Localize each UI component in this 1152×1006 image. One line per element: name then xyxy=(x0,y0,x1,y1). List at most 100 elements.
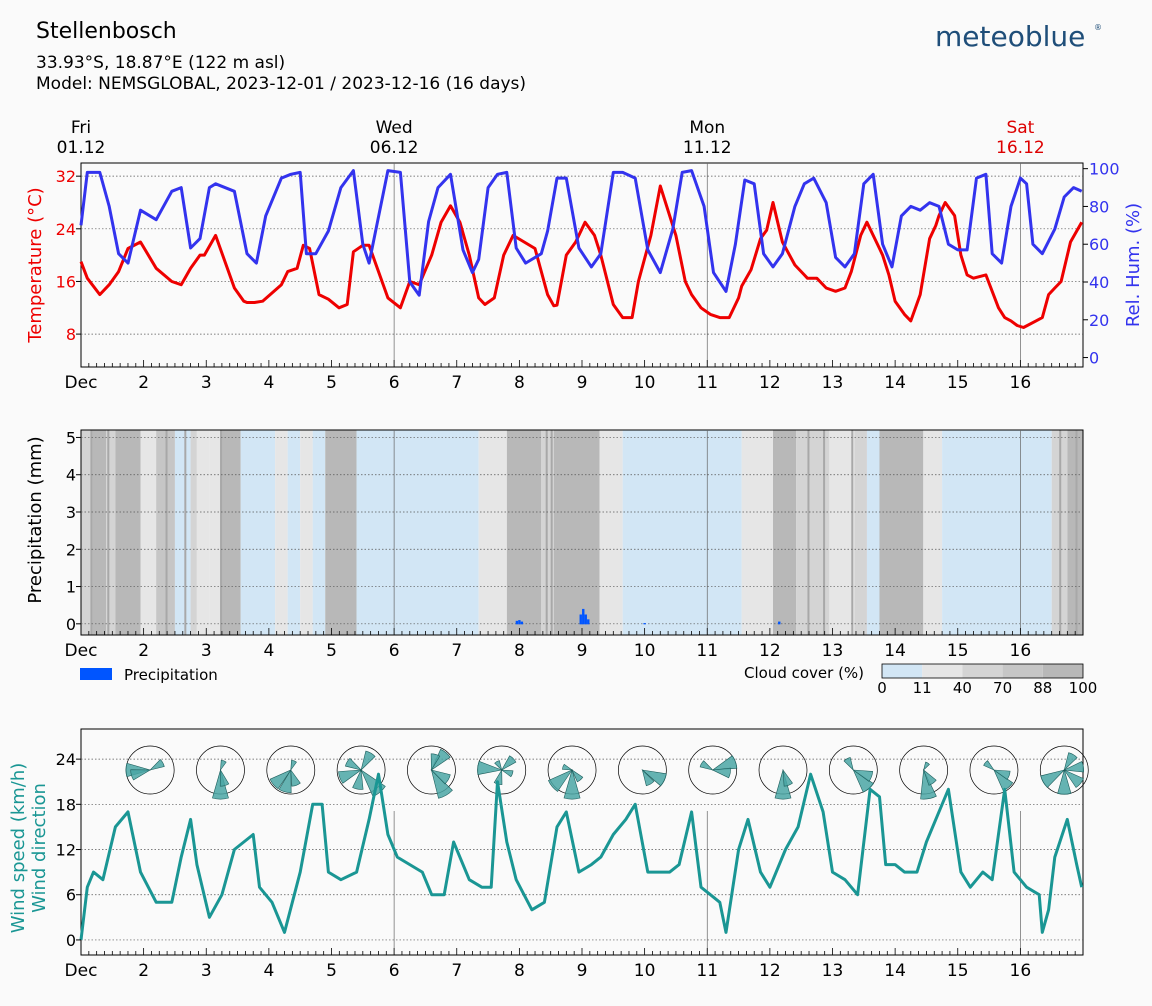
panel2-week-lines xyxy=(393,430,1021,635)
humidity-axis-ticks: 0 20 40 60 80 100 xyxy=(1083,160,1120,368)
cloud-cover-band xyxy=(478,430,507,635)
panel3-frame xyxy=(80,728,1084,956)
left-tick-label: 4 xyxy=(66,466,76,485)
humidity-series-line xyxy=(79,169,1083,297)
wind-rose-circle xyxy=(407,745,456,795)
left-tick-label: 16 xyxy=(56,272,76,291)
wind-rose-petal xyxy=(220,759,227,772)
wind-rose-petal xyxy=(338,769,363,784)
wind-rose-petal xyxy=(992,769,1011,780)
left-tick-label: 24 xyxy=(56,220,76,239)
wind-rose-petal xyxy=(1040,769,1066,788)
precipitation-legend-label: Precipitation xyxy=(124,666,218,684)
cloud-cover-band xyxy=(287,430,301,635)
cloud-cover-legend-label: Cloud cover (%) xyxy=(744,664,864,682)
wind-rose-petal xyxy=(430,753,441,772)
wind-rose-petal xyxy=(983,760,995,771)
cloud-cover-band xyxy=(240,430,276,635)
cloud-legend-tick-label: 0 xyxy=(877,679,887,697)
x-tick-label: 7 xyxy=(451,373,462,393)
cloud-cover-streak xyxy=(107,430,110,635)
right-tick-label: 60 xyxy=(1089,235,1109,254)
panel1-x-ticks: Dec 2 3 4 5 6 7 8 9 10 11 12 13 14 15 16 xyxy=(65,360,1084,393)
precipitation-bar xyxy=(643,623,646,625)
left-tick-label: 2 xyxy=(66,540,76,559)
cloud-cover-band xyxy=(115,430,141,635)
left-tick-label: 8 xyxy=(66,325,76,344)
x-tick-label: 8 xyxy=(514,641,525,661)
wind-rose-circle xyxy=(688,745,738,795)
cloud-cover-band xyxy=(312,430,326,635)
wind-rose-petal xyxy=(571,769,584,783)
cloud-cover-legend-scale: 0 11 40 70 88 100 xyxy=(877,663,1097,697)
left-tick-label: 24 xyxy=(56,750,76,769)
cloud-cover-band xyxy=(599,430,623,635)
day-marker-weekday: Sat xyxy=(1006,118,1034,138)
wind-axis-ticks: 0 6 12 18 24 xyxy=(56,750,81,950)
wind-rose-petal xyxy=(149,759,165,771)
x-tick-label: 4 xyxy=(263,641,274,661)
precipitation-bar xyxy=(579,614,582,625)
cloud-cover-band xyxy=(622,430,742,635)
left-tick-label: 5 xyxy=(66,428,76,447)
cloud-cover-band xyxy=(891,430,924,635)
wind-rose-petal xyxy=(548,769,573,792)
cloud-cover-band xyxy=(879,430,892,635)
cloud-cover-band xyxy=(923,430,943,635)
panel2-x-ticks: Dec 2 3 4 5 6 7 8 9 10 11 12 13 14 15 16 xyxy=(65,628,1084,661)
x-tick-label: 8 xyxy=(514,961,525,981)
temperature-axis-label: Temperature (°C) xyxy=(25,187,46,343)
right-tick-label: 40 xyxy=(1089,273,1109,292)
day-marker-date: 11.12 xyxy=(683,138,732,158)
day-marker-weekday: Mon xyxy=(689,118,725,138)
cloud-cover-band xyxy=(221,430,241,635)
x-tick-label: 14 xyxy=(884,373,906,393)
x-tick-label: 5 xyxy=(326,373,337,393)
wind-rose-petal xyxy=(711,767,731,779)
x-tick-label: 6 xyxy=(389,641,400,661)
temperature-humidity-panel: 8 16 24 32 0 20 40 60 80 100 Dec 2 3 4 5 6 7 8 9 10 11 12 13… xyxy=(25,160,1144,393)
wind-rose-petal xyxy=(774,768,792,800)
x-tick-label: 11 xyxy=(696,373,718,393)
x-tick-label: Dec xyxy=(65,961,98,981)
wind-rose-petal xyxy=(641,769,667,787)
cloud-cover-streak xyxy=(545,430,548,635)
x-tick-label: 10 xyxy=(634,961,656,981)
cloud-cover-band xyxy=(553,430,600,635)
left-tick-label: 0 xyxy=(66,615,76,634)
precipitation-cloud-panel: 0 12 3 4 5 Dec 2 3 4 5 6 7 8 9 10 11 12 13 14 15 16 Precipi… xyxy=(25,428,1097,697)
wind-rose-circle xyxy=(336,745,386,795)
x-tick-label: 4 xyxy=(263,961,274,981)
cloud-cover-band xyxy=(209,430,222,635)
cloud-legend-swatch xyxy=(882,664,923,678)
meteoblue-logo: meteoblue xyxy=(935,20,1085,53)
cloud-cover-band xyxy=(81,430,93,635)
x-tick-label: 9 xyxy=(577,373,588,393)
x-tick-label: 3 xyxy=(201,961,212,981)
wind-rose-petal xyxy=(352,768,364,790)
wind-rose-petal xyxy=(1057,768,1072,795)
precipitation-bar xyxy=(778,621,781,625)
left-tick-label: 0 xyxy=(66,931,76,950)
wind-rose-petal xyxy=(923,769,937,786)
cloud-cover-streak xyxy=(90,430,93,635)
wind-rose-petal xyxy=(130,769,152,781)
left-tick-label: 18 xyxy=(56,795,76,814)
wind-rose-petal xyxy=(699,760,714,771)
x-tick-label: 14 xyxy=(884,961,906,981)
x-tick-label: 2 xyxy=(138,961,149,981)
x-tick-label: 12 xyxy=(759,641,781,661)
cloud-cover-streak xyxy=(851,430,854,635)
panel3-x-ticks: Dec 2 3 4 5 6 7 8 9 10 11 12 13 14 15 16 xyxy=(65,948,1084,981)
x-tick-label: 15 xyxy=(947,961,969,981)
wind-rose-petal xyxy=(430,769,451,785)
left-tick-label: 3 xyxy=(66,503,76,522)
precipitation-axis-ticks: 0 1 2 3 4 5 xyxy=(66,428,81,634)
wind-rose-petal xyxy=(843,757,854,771)
wind-rose-petal xyxy=(782,768,793,787)
x-tick-label: 6 xyxy=(389,961,400,981)
x-tick-label: 12 xyxy=(759,373,781,393)
precipitation-bar xyxy=(515,620,519,625)
